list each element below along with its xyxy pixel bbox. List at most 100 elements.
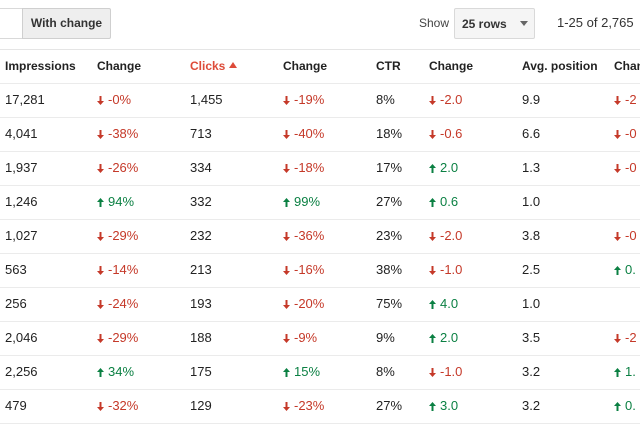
cell-text: 15% <box>294 364 321 379</box>
cell-text: -20% <box>294 296 325 311</box>
value-cell: 9.9 <box>522 92 540 108</box>
change-cell: 2.0 <box>429 160 458 176</box>
down-arrow <box>97 266 104 275</box>
toolbar: With change Show 25 rows 1-25 of 2,765 <box>0 0 640 50</box>
cell-text: 1,455 <box>190 92 223 107</box>
change-cell: 3.0 <box>429 398 458 414</box>
value-cell: 2,256 <box>5 364 38 380</box>
down-arrow <box>614 130 621 139</box>
cell-text: 27% <box>376 398 403 413</box>
value-cell: 1,455 <box>190 92 223 108</box>
sort-indicator <box>229 62 238 68</box>
cell-text: 713 <box>190 126 212 141</box>
with-change-button[interactable]: With change <box>22 8 111 39</box>
column-header[interactable]: Change <box>429 59 473 73</box>
cell-text: 2.0 <box>440 330 459 345</box>
down-arrow <box>97 232 104 241</box>
column-header[interactable]: Avg. position <box>522 59 598 73</box>
up-arrow <box>97 368 104 377</box>
change-cell: -1.0 <box>429 364 462 380</box>
column-header[interactable]: Impressions <box>5 59 76 73</box>
column-header[interactable]: Change <box>614 59 640 73</box>
row-divider <box>0 321 640 322</box>
row-divider <box>0 287 640 288</box>
up-arrow <box>97 198 104 207</box>
row-divider <box>0 83 640 84</box>
column-header[interactable]: Change <box>97 59 141 73</box>
column-header[interactable]: Change <box>283 59 327 73</box>
change-cell: -16% <box>283 262 324 278</box>
value-cell: 1,246 <box>5 194 38 210</box>
cell-text: -2.0 <box>440 228 463 243</box>
value-cell: 713 <box>190 126 212 142</box>
down-arrow <box>283 300 290 309</box>
change-cell: 15% <box>283 364 320 380</box>
cell-text: 6.6 <box>522 126 541 141</box>
change-cell: -19% <box>283 92 324 108</box>
cell-text: 1,027 <box>5 228 38 243</box>
cell-text: -0.6 <box>440 126 463 141</box>
filter-segment[interactable] <box>0 8 23 39</box>
change-cell: -9% <box>283 330 317 346</box>
value-cell: 175 <box>190 364 212 380</box>
cell-text: -16% <box>294 262 325 277</box>
cell-text: 2,046 <box>5 330 38 345</box>
up-arrow <box>429 402 436 411</box>
value-cell: 9% <box>376 330 395 346</box>
change-cell: -40% <box>283 126 324 142</box>
cell-text: 0.6 <box>440 194 459 209</box>
change-cell: 1. <box>614 364 636 380</box>
rows-dropdown-text: 25 rows <box>462 17 507 31</box>
value-cell: 38% <box>376 262 402 278</box>
cell-text: 232 <box>190 228 212 243</box>
cell-text: 1.3 <box>522 160 541 175</box>
value-cell: 332 <box>190 194 212 210</box>
cell-text: 1,937 <box>5 160 38 175</box>
cell-text: -18% <box>294 160 325 175</box>
down-arrow <box>429 96 436 105</box>
down-arrow <box>283 334 290 343</box>
value-cell: 3.5 <box>522 330 540 346</box>
cell-text: 2.5 <box>522 262 541 277</box>
column-header[interactable]: CTR <box>376 59 401 73</box>
cell-text: 188 <box>190 330 212 345</box>
cell-text: 563 <box>5 262 27 277</box>
value-cell: 6.6 <box>522 126 540 142</box>
value-cell: 193 <box>190 296 212 312</box>
change-cell: -0 <box>614 126 637 142</box>
value-cell: 8% <box>376 92 395 108</box>
value-cell: 27% <box>376 194 402 210</box>
cell-text: 17,281 <box>5 92 45 107</box>
cell-text: -2 <box>625 92 637 107</box>
change-cell: -0 <box>614 228 637 244</box>
change-cell: -26% <box>97 160 138 176</box>
value-cell: 563 <box>5 262 27 278</box>
cell-text: 2.0 <box>440 160 459 175</box>
down-arrow <box>97 402 104 411</box>
header-text: Change <box>283 59 328 73</box>
cell-text: 332 <box>190 194 212 209</box>
column-header[interactable]: Clicks <box>190 59 239 73</box>
cell-text: -38% <box>108 126 139 141</box>
cell-text: 3.2 <box>522 364 541 379</box>
value-cell: 334 <box>190 160 212 176</box>
header-text: Clicks <box>190 59 226 73</box>
down-arrow <box>614 334 621 343</box>
cell-text: 99% <box>294 194 321 209</box>
up-arrow <box>283 368 290 377</box>
cell-text: 175 <box>190 364 212 379</box>
header-text: Change <box>614 59 640 73</box>
cell-text: 0. <box>625 262 636 277</box>
value-cell: 129 <box>190 398 212 414</box>
change-cell: -2.0 <box>429 228 462 244</box>
change-cell: -29% <box>97 330 138 346</box>
cell-text: 38% <box>376 262 403 277</box>
value-cell: 188 <box>190 330 212 346</box>
change-cell: 2.0 <box>429 330 458 346</box>
up-arrow <box>429 164 436 173</box>
rows-dropdown[interactable]: 25 rows <box>454 8 535 39</box>
cell-text: 256 <box>5 296 27 311</box>
change-cell: -20% <box>283 296 324 312</box>
